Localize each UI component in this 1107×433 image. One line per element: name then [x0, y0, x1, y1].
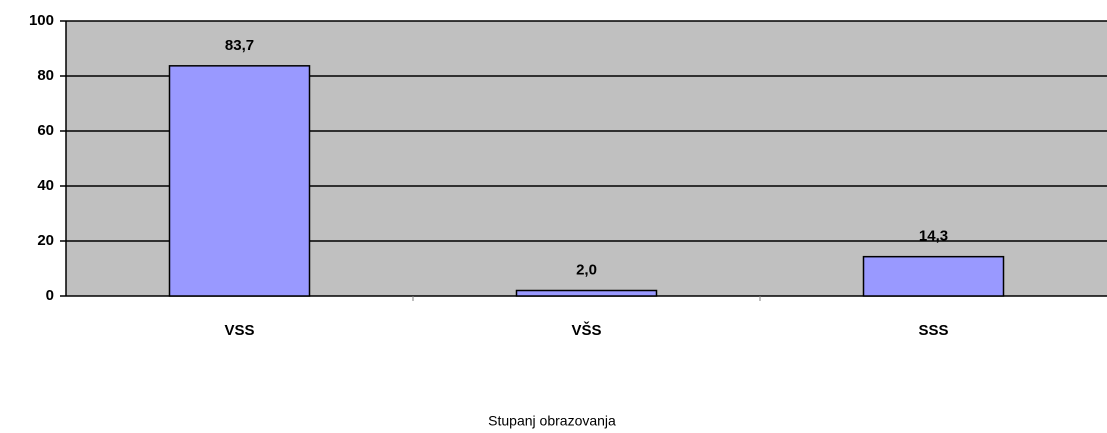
y-tick-label: 60	[37, 122, 54, 139]
x-tick-label: SSS	[918, 322, 948, 339]
x-tick-label: VSS	[224, 322, 254, 339]
bar	[515, 289, 658, 297]
y-tick-label: 100	[29, 12, 54, 29]
data-label: 14,3	[919, 228, 948, 245]
y-tick-label: 40	[37, 177, 54, 194]
data-label: 2,0	[576, 261, 597, 278]
x-tick-label: VŠS	[571, 321, 601, 339]
bar	[862, 255, 1005, 297]
y-tick-label: 80	[37, 67, 54, 84]
y-tick-label: 0	[46, 287, 54, 304]
x-axis-title: Stupanj obrazovanja	[488, 413, 616, 429]
bar	[168, 65, 311, 297]
data-label: 83,7	[225, 37, 254, 54]
y-tick-label: 20	[37, 232, 54, 249]
